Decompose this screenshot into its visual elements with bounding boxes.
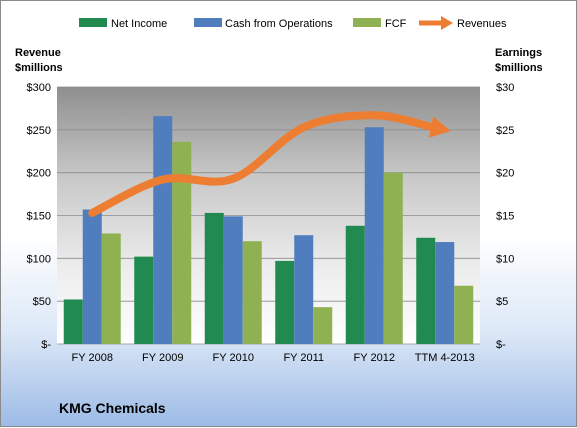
- legend-label-net-income: Net Income: [111, 18, 167, 30]
- bar-fcf-fy-2008: [101, 233, 121, 344]
- right-tick-label: $15: [496, 211, 514, 223]
- bar-net-income-ttm-4-2013: [416, 237, 436, 344]
- revenue-line: [88, 111, 437, 217]
- gridlines: [57, 86, 480, 345]
- left-tick-label: $100: [27, 253, 51, 265]
- legend-swatch-net-income: [79, 18, 107, 27]
- bar-net-income-fy-2010: [204, 212, 224, 344]
- right-axis-title-line1: Earnings: [495, 47, 542, 59]
- legend-label-cash-from-operations: Cash from Operations: [225, 18, 333, 30]
- bar-cash-from-operations-fy-2009: [153, 116, 173, 344]
- category-label: FY 2012: [354, 352, 395, 364]
- bar-cash-from-operations-ttm-4-2013: [435, 242, 455, 344]
- left-tick-label: $200: [27, 168, 51, 180]
- left-tick-label: $300: [27, 82, 51, 94]
- right-axis-title-line2: $millions: [495, 62, 543, 74]
- bar-cash-from-operations-fy-2011: [294, 235, 314, 344]
- right-tick-label: $-: [496, 339, 506, 351]
- legend-swatch-fcf: [353, 18, 381, 27]
- left-axis-title-line1: Revenue: [15, 47, 61, 59]
- revenue-arrowhead: [428, 116, 451, 138]
- category-label: FY 2009: [142, 352, 183, 364]
- revenue-line-group: [88, 111, 451, 217]
- legend-label-revenues: Revenues: [457, 18, 507, 30]
- bar-net-income-fy-2011: [275, 260, 295, 344]
- left-tick-label: $250: [27, 125, 51, 137]
- bar-fcf-fy-2012: [383, 172, 403, 344]
- right-tick-label: $20: [496, 168, 514, 180]
- right-tick-label: $10: [496, 253, 514, 265]
- bar-net-income-fy-2009: [134, 256, 154, 344]
- legend-swatch-cash-from-operations: [194, 18, 222, 27]
- right-axis-ticks: $- $5 $10 $15 $20 $25 $30: [496, 82, 514, 351]
- category-label: TTM 4-2013: [415, 352, 475, 364]
- bar-fcf-fy-2010: [242, 241, 262, 344]
- bar-cash-from-operations-fy-2008: [82, 209, 102, 344]
- right-tick-label: $25: [496, 125, 514, 137]
- left-axis-ticks: $- $50 $100 $150 $200 $250 $300: [27, 82, 52, 351]
- left-tick-label: $50: [33, 296, 51, 308]
- category-label: FY 2008: [72, 352, 113, 364]
- bar-cash-from-operations-fy-2010: [223, 216, 243, 344]
- category-labels: FY 2008 FY 2009 FY 2010 FY 2011 FY 2012 TTM 4…: [72, 352, 475, 364]
- bar-fcf-fy-2009: [172, 141, 192, 344]
- right-tick-label: $30: [496, 82, 514, 94]
- bar-fcf-ttm-4-2013: [454, 285, 474, 344]
- bar-cash-from-operations-fy-2012: [364, 127, 384, 344]
- right-tick-label: $5: [496, 296, 508, 308]
- legend: Net Income Cash from Operations FCF Reve…: [79, 16, 507, 30]
- bar-net-income-fy-2012: [345, 225, 365, 344]
- bar-fcf-fy-2011: [313, 307, 333, 344]
- left-tick-label: $150: [27, 211, 51, 223]
- chart-title: KMG Chemicals: [59, 400, 166, 416]
- legend-label-fcf: FCF: [385, 18, 407, 30]
- category-label: FY 2010: [213, 352, 254, 364]
- bar-net-income-fy-2008: [63, 299, 83, 344]
- bar-group: [63, 116, 474, 344]
- category-label: FY 2011: [283, 352, 324, 364]
- legend-swatch-revenues-arrowhead: [441, 16, 453, 30]
- left-axis-title-line2: $millions: [15, 62, 63, 74]
- left-tick-label: $-: [41, 339, 51, 351]
